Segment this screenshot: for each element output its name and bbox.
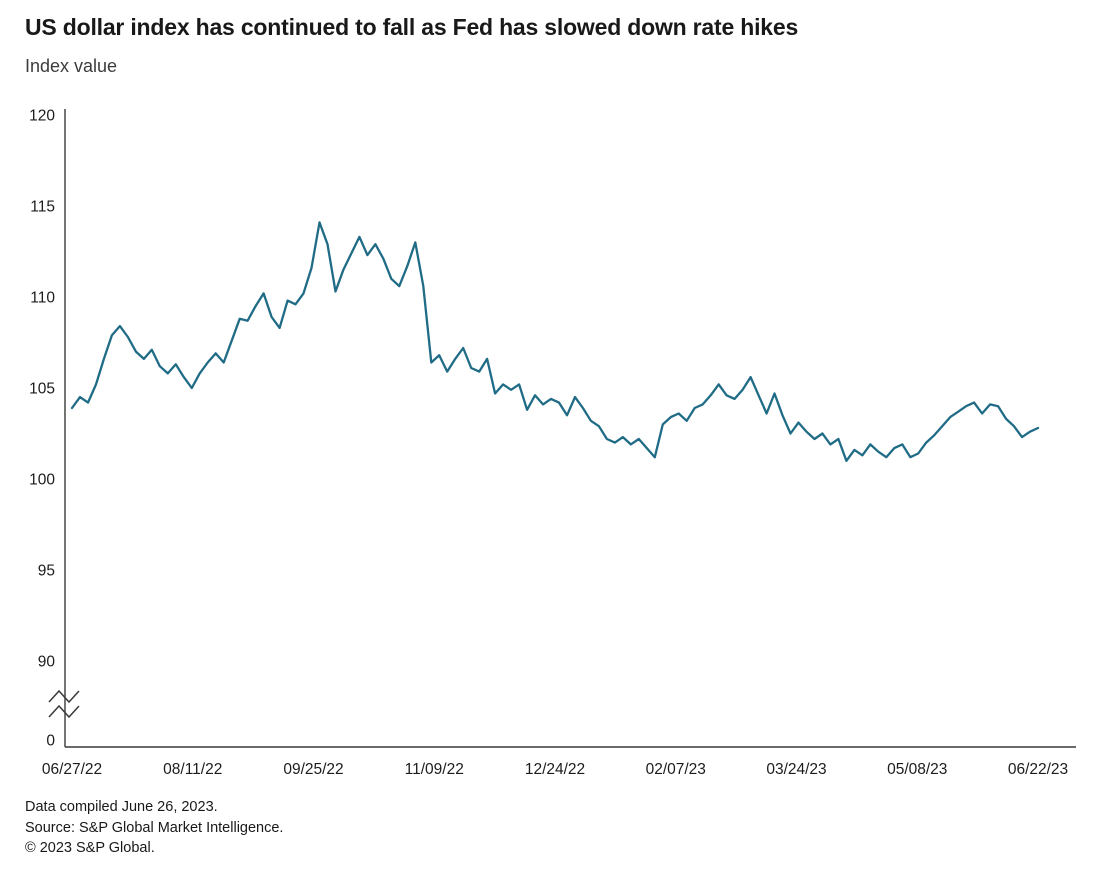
footnote-data-compiled: Data compiled June 26, 2023. bbox=[25, 799, 218, 815]
x-tick-label-4: 12/24/22 bbox=[525, 761, 585, 778]
y-tick-label-0: 0 bbox=[46, 733, 55, 750]
axis-break-zigzag-icon bbox=[48, 689, 80, 704]
x-tick-label-1: 08/11/22 bbox=[163, 761, 222, 778]
chart-footnotes: Data compiled June 26, 2023. Source: S&P… bbox=[25, 797, 283, 859]
y-tick-label-110: 110 bbox=[30, 290, 55, 307]
footnote-source: Source: S&P Global Market Intelligence. bbox=[25, 819, 284, 836]
y-tick-label-120: 120 bbox=[29, 108, 55, 125]
y-tick-label-90: 90 bbox=[38, 654, 56, 671]
us-dollar-index-series-line bbox=[70, 221, 1040, 462]
x-tick-label-3: 11/09/22 bbox=[405, 761, 464, 778]
y-tick-label-95: 95 bbox=[38, 563, 55, 580]
line-chart-canvas: 120 115 110 105 100 95 90 0 06/27/22 08/11/22 09/2… bbox=[29, 108, 1076, 778]
axis-break-zigzag-icon bbox=[48, 704, 80, 719]
y-tick-label-100: 100 bbox=[29, 472, 55, 489]
x-tick-label-2: 09/25/22 bbox=[283, 761, 343, 778]
y-tick-label-105: 105 bbox=[29, 381, 55, 398]
x-tick-label-0: 06/27/22 bbox=[42, 761, 102, 778]
y-tick-label-115: 115 bbox=[30, 199, 55, 216]
x-tick-label-7: 05/08/23 bbox=[887, 761, 947, 778]
chart-title: US dollar index has continued to fall as… bbox=[25, 14, 799, 40]
x-tick-label-6: 03/24/23 bbox=[766, 761, 826, 778]
x-tick-label-8: 06/22/23 bbox=[1008, 761, 1068, 778]
x-tick-label-5: 02/07/23 bbox=[646, 761, 706, 778]
y-axis-caption: Index value bbox=[25, 56, 118, 76]
footnote-copyright: © 2023 S&P Global. bbox=[25, 840, 155, 857]
